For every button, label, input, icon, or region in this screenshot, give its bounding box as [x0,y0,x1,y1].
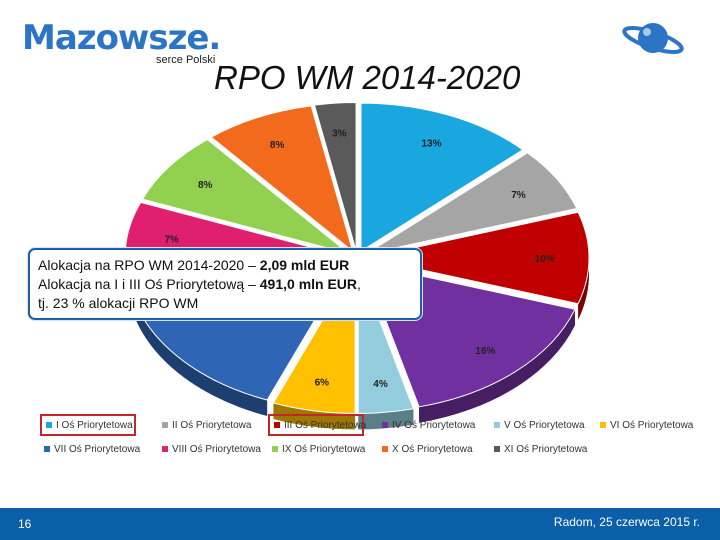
legend-label-1: I Oś Priorytetowa [56,419,133,431]
legend-item-3: III Oś Priorytetowa [268,414,367,436]
pie-slice-label-1: 13% [421,138,441,149]
legend-item-2: II Oś Priorytetowa [158,414,258,436]
planet-icon [622,23,684,54]
legend-label-7: VII Oś Priorytetowa [54,443,141,455]
pie-slice-10 [210,105,354,253]
callout-axes-label: Alokacja na I i III Oś Priorytetową – [38,276,260,292]
legend-item-1: I Oś Priorytetowa [40,414,136,436]
callout-line-share: tj. 23 % alokacji RPO WM [38,295,199,311]
pie-slice-label-3: 10% [535,254,555,265]
legend-swatch-9 [272,446,278,452]
legend-swatch-1 [46,422,52,428]
pie-slice-side-7 [127,271,268,417]
legend-label-6: VI Oś Priorytetowa [610,419,694,431]
legend-swatch-11 [494,446,500,452]
pie-slice-side-6 [273,402,356,430]
legend-swatch-2 [162,422,168,428]
page-number: 16 [18,517,32,531]
callout-line-axes: Alokacja na I i III Oś Priorytetową – 49… [38,275,412,294]
allocation-callout: Alokacja na RPO WM 2014-2020 – 2,09 mld … [28,248,422,320]
legend-swatch-8 [162,446,168,452]
pie-slice-label-8: 7% [164,234,179,245]
legend-item-9: IX Oś Priorytetowa [268,438,372,460]
mazowsze-logo: Mazowsze. serce Polski [22,18,242,68]
pie-slice-label-11: 3% [332,129,347,140]
footer-bar: 16 Radom, 25 czerwca 2015 r. [0,508,720,540]
legend-swatch-5 [494,422,500,428]
callout-axes-tail: , [357,276,361,292]
legend-item-8: VIII Oś Priorytetowa [158,438,266,460]
chart-legend: I Oś Priorytetowa II Oś Priorytetowa III O… [40,414,700,464]
callout-axes-value: 491,0 mln EUR [259,276,358,292]
legend-label-5: V Oś Priorytetowa [504,419,585,431]
pie-slice-9 [141,138,350,255]
page-title: RPO WM 2014-2020 [214,59,521,96]
pie-slice-side-3 [578,258,589,320]
callout-line-total: Alokacja na RPO WM 2014-2020 – 2,09 mld … [38,256,412,275]
pie-slice-2 [365,152,578,255]
pie-slice-label-6: 6% [315,378,330,389]
legend-label-3: III Oś Priorytetowa [284,419,367,431]
legend-swatch-4 [382,422,388,428]
callout-total-label: Alokacja na RPO WM 2014-2020 – [38,257,260,273]
legend-label-9: IX Oś Priorytetowa [282,443,366,455]
legend-item-6: VI Oś Priorytetowa [596,414,700,436]
pie-slice-label-10: 8% [270,140,285,151]
legend-item-10: X Oś Priorytetowa [378,438,482,460]
legend-label-8: VIII Oś Priorytetowa [172,443,261,455]
pie-slice-11 [313,102,357,251]
legend-item-4: IV Oś Priorytetowa [378,414,484,436]
legend-item-11: XI Oś Priorytetowa [490,438,594,460]
legend-item-5: V Oś Priorytetowa [490,414,592,436]
legend-label-2: II Oś Priorytetowa [172,419,252,431]
pie-slice-3 [366,211,590,305]
pie-slice-label-2: 7% [511,190,526,201]
legend-label-4: IV Oś Priorytetowa [392,419,476,431]
legend-swatch-3 [274,422,280,428]
place-date: Radom, 25 czerwca 2015 r. [553,515,700,529]
legend-swatch-6 [600,422,606,428]
pie-slice-side-4 [419,309,575,423]
pie-slice-side-5 [358,408,414,430]
legend-label-11: XI Oś Priorytetowa [504,443,588,455]
callout-total-value: 2,09 mld EUR [259,257,350,273]
pie-slice-label-5: 4% [373,379,388,390]
pie-slice-label-9: 8% [198,180,213,191]
legend-label-10: X Oś Priorytetowa [392,443,473,455]
pie-slice-1 [360,102,524,253]
legend-swatch-10 [382,446,388,452]
logo-tagline: serce Polski [156,54,216,66]
legend-swatch-7 [44,446,50,452]
pie-slice-label-4: 16% [475,346,495,357]
legend-item-7: VII Oś Priorytetowa [40,438,144,460]
logo-wordmark: Mazowsze. [22,18,221,58]
